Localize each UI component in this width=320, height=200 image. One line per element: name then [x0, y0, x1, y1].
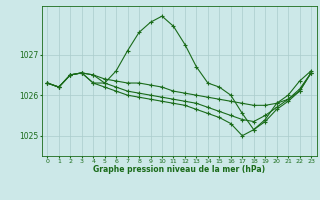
X-axis label: Graphe pression niveau de la mer (hPa): Graphe pression niveau de la mer (hPa) — [93, 165, 265, 174]
